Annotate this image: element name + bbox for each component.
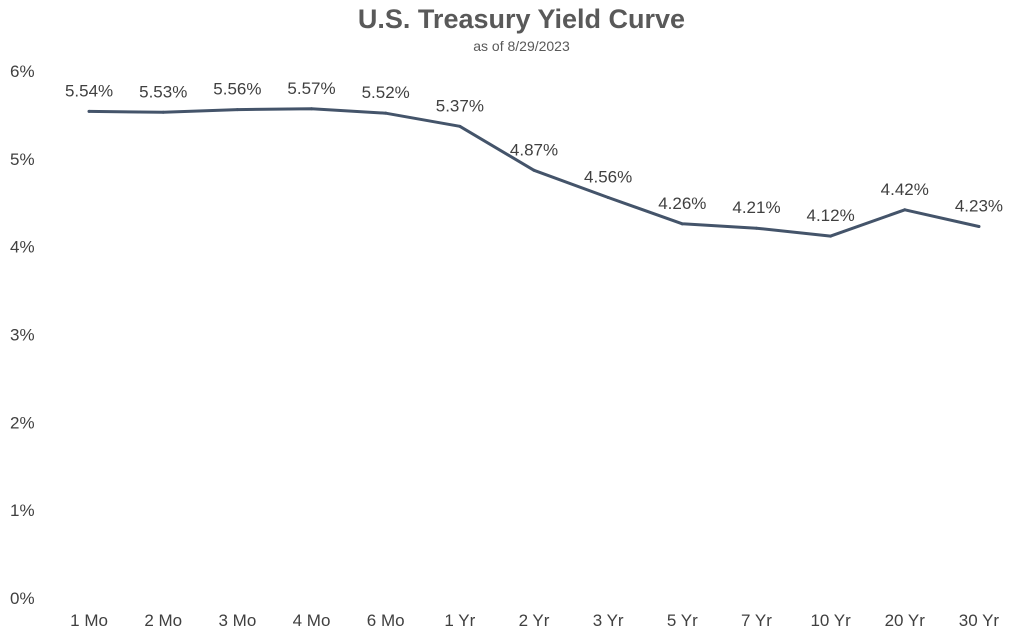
data-label: 4.12% bbox=[807, 206, 855, 225]
x-axis: 1 Mo 2 Mo 3 Mo 4 Mo 6 Mo 1 Yr 2 Yr 3 Yr 5 Yr 7 Yr… bbox=[70, 611, 999, 630]
x-tick-label: 20 Yr bbox=[885, 611, 926, 630]
data-point bbox=[87, 109, 91, 113]
y-tick-label: 6% bbox=[10, 62, 35, 81]
data-point bbox=[235, 108, 239, 112]
x-tick-label: 5 Yr bbox=[667, 611, 698, 630]
x-tick-label: 3 Mo bbox=[218, 611, 256, 630]
x-tick-label: 1 Yr bbox=[444, 611, 475, 630]
data-point bbox=[829, 234, 833, 238]
data-point bbox=[977, 224, 981, 228]
data-label: 5.56% bbox=[213, 80, 261, 99]
x-tick-label: 2 Yr bbox=[519, 611, 550, 630]
y-tick-label: 1% bbox=[10, 501, 35, 520]
y-tick-label: 4% bbox=[10, 238, 35, 257]
x-tick-label: 4 Mo bbox=[293, 611, 331, 630]
y-axis: 0% 1% 2% 3% 4% 5% 6% bbox=[10, 62, 35, 608]
chart-title: U.S. Treasury Yield Curve bbox=[357, 4, 686, 34]
data-point bbox=[606, 195, 610, 199]
data-label: 4.23% bbox=[955, 196, 1003, 215]
data-point bbox=[458, 124, 462, 128]
data-point bbox=[384, 111, 388, 115]
data-label: 4.26% bbox=[658, 194, 706, 213]
data-point bbox=[680, 222, 684, 226]
data-label: 5.54% bbox=[65, 81, 113, 100]
yield-series bbox=[87, 107, 981, 238]
data-point bbox=[754, 226, 758, 230]
x-tick-label: 7 Yr bbox=[741, 611, 772, 630]
data-point bbox=[310, 107, 314, 111]
data-label: 5.37% bbox=[436, 96, 484, 115]
y-tick-label: 2% bbox=[10, 413, 35, 432]
x-tick-label: 30 Yr bbox=[959, 611, 1000, 630]
data-label: 5.53% bbox=[139, 82, 187, 101]
data-labels: 5.54% 5.53% 5.56% 5.57% 5.52% 5.37% 4.87% 4.56%… bbox=[65, 79, 1003, 225]
data-label: 5.52% bbox=[362, 83, 410, 102]
y-tick-label: 5% bbox=[10, 150, 35, 169]
x-tick-label: 3 Yr bbox=[593, 611, 624, 630]
data-label: 5.57% bbox=[287, 79, 335, 98]
data-point bbox=[161, 110, 165, 114]
data-label: 4.42% bbox=[881, 180, 929, 199]
x-tick-label: 6 Mo bbox=[367, 611, 405, 630]
data-label: 4.21% bbox=[732, 198, 780, 217]
x-tick-label: 10 Yr bbox=[810, 611, 851, 630]
chart-subtitle: as of 8/29/2023 bbox=[473, 38, 570, 54]
data-point bbox=[532, 168, 536, 172]
x-tick-label: 2 Mo bbox=[144, 611, 182, 630]
y-tick-label: 0% bbox=[10, 589, 35, 608]
x-tick-label: 1 Mo bbox=[70, 611, 108, 630]
data-label: 4.87% bbox=[510, 140, 558, 159]
data-label: 4.56% bbox=[584, 167, 632, 186]
y-tick-label: 3% bbox=[10, 326, 35, 345]
data-point bbox=[903, 208, 907, 212]
